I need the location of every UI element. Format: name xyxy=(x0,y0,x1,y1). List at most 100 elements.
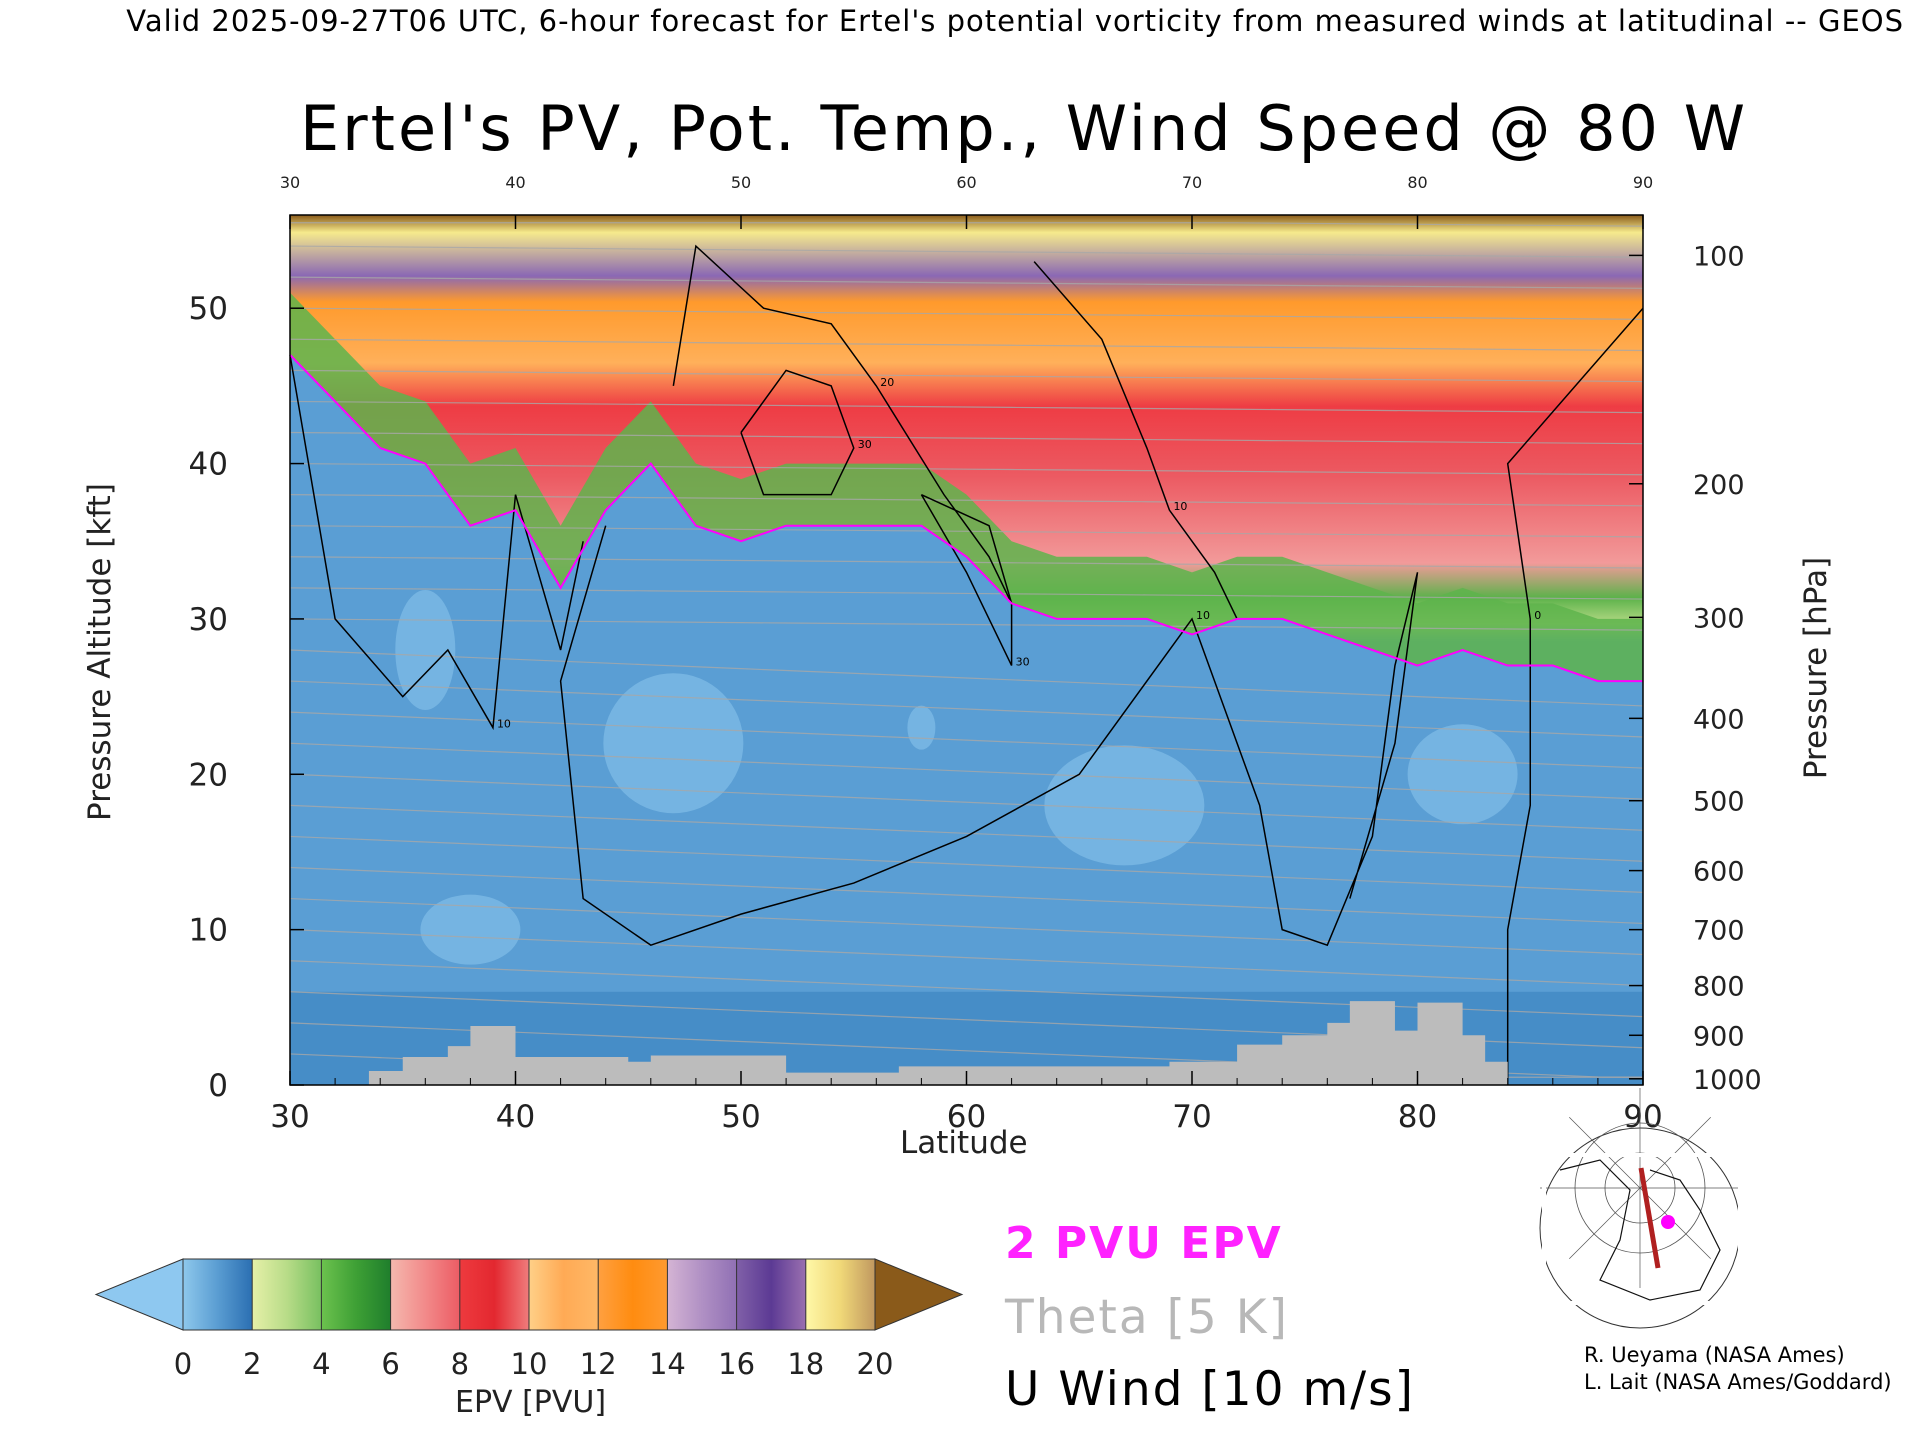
colorbar-label: EPV [PVU] xyxy=(455,1385,607,1420)
colorbar-band xyxy=(667,1259,737,1330)
u-wind-contour-label: 10 xyxy=(1173,500,1187,513)
x-tick-label: 60 xyxy=(947,1099,986,1135)
low-pv-patch xyxy=(907,705,936,750)
map-meridian xyxy=(1639,1117,1711,1189)
u-wind-contour xyxy=(559,525,1419,947)
epv-3-6-band xyxy=(290,292,1643,682)
x-tick-label-top: 50 xyxy=(731,173,751,192)
y-tick-label: 0 xyxy=(208,1068,228,1104)
pressure-tick-label: 800 xyxy=(1693,972,1745,1003)
theta-contour xyxy=(289,338,1644,352)
low-pv-patch xyxy=(1044,745,1205,866)
colorbar-band xyxy=(598,1259,668,1330)
colorbar-tick-label: 4 xyxy=(312,1347,330,1381)
map-coastline xyxy=(1559,1159,1721,1301)
u-wind-contour xyxy=(740,369,855,496)
colorbar-tick-label: 18 xyxy=(787,1347,824,1381)
x-tick-label: 40 xyxy=(496,1099,535,1135)
map-marker xyxy=(1661,1215,1675,1229)
theta-contour xyxy=(289,276,1644,289)
theta-contour xyxy=(289,400,1644,414)
map-meridian xyxy=(1639,1187,1711,1259)
theta-contour xyxy=(289,556,1644,569)
x-tick-label: 70 xyxy=(1172,1099,1211,1135)
u-wind-contour-label: 0 xyxy=(1534,609,1541,622)
u-wind-contour-label: 10 xyxy=(1196,609,1210,622)
u-wind-contour-label: 30 xyxy=(858,438,872,451)
colorbar-band xyxy=(805,1259,875,1330)
x-tick-label: 50 xyxy=(721,1099,760,1135)
x-tick-label-top: 90 xyxy=(1633,173,1653,192)
legend-theta-entry: Theta [5 K] xyxy=(1005,1290,1289,1345)
theta-contour xyxy=(289,866,1644,925)
y-tick-label: 40 xyxy=(189,447,228,483)
theta-contour xyxy=(289,835,1644,893)
pressure-tick-label: 1000 xyxy=(1693,1065,1762,1096)
credit-line: L. Lait (NASA Ames/Goddard) xyxy=(1584,1370,1892,1394)
colorbar: 0 2 4 6 8 10 12 14 16 18 20 xyxy=(94,1258,964,1381)
u-wind-contour xyxy=(672,244,1013,604)
u-wind-contour xyxy=(1506,307,1644,1085)
colorbar-band xyxy=(321,1259,391,1330)
pressure-tick-label: 600 xyxy=(1693,857,1745,888)
polar-map-icon xyxy=(1539,1088,1742,1329)
u-wind-contour-label: 10 xyxy=(497,718,511,731)
theta-contour xyxy=(289,307,1644,320)
x-tick-label: 80 xyxy=(1398,1099,1437,1135)
theta-contour xyxy=(289,525,1644,538)
pressure-tick-label: 900 xyxy=(1693,1021,1745,1052)
colorbar-under-arrow xyxy=(94,1258,184,1331)
u-wind-contours: 0 10 10 10 20 30 30 xyxy=(289,244,1644,1085)
low-pv-patch xyxy=(1407,724,1518,825)
y-tick-label: 10 xyxy=(189,913,228,949)
u-wind-contour xyxy=(1033,261,1238,620)
tropopause-line xyxy=(289,354,1643,683)
credit-line: R. Ueyama (NASA Ames) xyxy=(1584,1343,1845,1367)
x-tick-label-top: 40 xyxy=(505,173,525,192)
colorbar-band xyxy=(529,1259,599,1330)
map-meridian xyxy=(1569,1117,1641,1189)
y-tick-label: 20 xyxy=(189,757,228,793)
terrain-mask xyxy=(290,1001,1508,1085)
theta-contour xyxy=(289,897,1644,956)
legend-pv-entry: 2 PVU EPV xyxy=(1005,1218,1283,1269)
colorbar-band xyxy=(252,1259,322,1330)
theta-contour xyxy=(289,245,1644,258)
u-wind-contour xyxy=(289,354,584,731)
header-text: Valid 2025-09-27T06 UTC, 6-hour forecast… xyxy=(126,4,1904,38)
colorbar-tick-label: 20 xyxy=(857,1347,894,1381)
colorbar-band xyxy=(736,1259,806,1330)
u-wind-contour xyxy=(920,493,1013,666)
colorbar-tick-label: 10 xyxy=(511,1347,548,1381)
theta-contour xyxy=(289,742,1644,800)
colorbar-tick-label: 16 xyxy=(718,1347,755,1381)
pressure-tick-label: 300 xyxy=(1693,603,1745,634)
low-pv-patch xyxy=(420,894,521,965)
theta-contour xyxy=(289,711,1644,769)
colorbar-tick-label: 8 xyxy=(451,1347,469,1381)
pressure-tick-label: 500 xyxy=(1693,787,1745,818)
theta-contour xyxy=(289,680,1644,738)
tropopause-2pvu-line xyxy=(289,354,1643,683)
theta-contour xyxy=(289,773,1644,831)
map-clip xyxy=(1542,1153,1742,1305)
map-track xyxy=(1638,1167,1661,1269)
theta-contour xyxy=(289,587,1644,600)
low-pv-patch xyxy=(603,673,744,814)
x-tick-label-top: 80 xyxy=(1407,173,1427,192)
x-tick-label-top: 70 xyxy=(1182,173,1202,192)
low-pv-patch xyxy=(395,590,456,710)
colorbar-tick-label: 2 xyxy=(243,1347,261,1381)
colorbar-tick-label: 12 xyxy=(580,1347,617,1381)
theta-contour xyxy=(289,929,1644,987)
pressure-tick-label: 700 xyxy=(1693,916,1745,947)
colorbar-over-arrow xyxy=(874,1258,964,1331)
colorbar-band xyxy=(390,1259,460,1330)
troposphere-region xyxy=(290,354,1643,1086)
theta-contour xyxy=(289,462,1644,476)
y-tick-label: 30 xyxy=(189,602,228,638)
chart-title: Ertel's PV, Pot. Temp., Wind Speed @ 80 … xyxy=(300,92,1749,165)
x-axis-label: Latitude xyxy=(900,1125,1028,1161)
colorbar-tick-label: 6 xyxy=(381,1347,399,1381)
